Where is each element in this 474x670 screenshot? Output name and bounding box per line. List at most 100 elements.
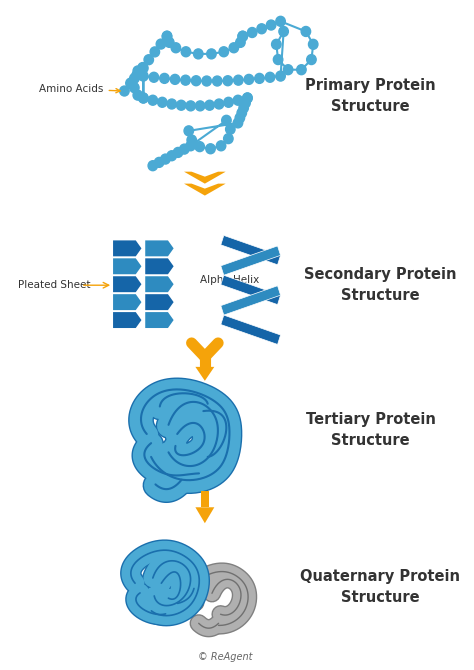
Circle shape: [126, 78, 135, 88]
Circle shape: [144, 55, 154, 65]
Circle shape: [237, 108, 246, 118]
Circle shape: [241, 98, 250, 108]
Polygon shape: [221, 315, 281, 344]
Circle shape: [173, 147, 183, 157]
Circle shape: [205, 100, 214, 110]
Circle shape: [171, 43, 181, 53]
Polygon shape: [113, 294, 141, 310]
Circle shape: [276, 16, 285, 26]
Polygon shape: [113, 241, 141, 257]
Circle shape: [184, 126, 193, 136]
Circle shape: [167, 151, 176, 161]
FancyBboxPatch shape: [201, 491, 209, 507]
Text: Alpha Helix: Alpha Helix: [200, 275, 259, 285]
Circle shape: [224, 97, 233, 107]
Circle shape: [223, 76, 233, 86]
Circle shape: [279, 27, 288, 36]
Polygon shape: [221, 246, 281, 275]
Circle shape: [138, 93, 148, 103]
Circle shape: [138, 62, 147, 72]
Polygon shape: [113, 259, 141, 274]
Circle shape: [195, 141, 204, 151]
Circle shape: [181, 47, 191, 57]
Circle shape: [238, 31, 247, 42]
Circle shape: [229, 43, 238, 53]
Circle shape: [226, 124, 235, 134]
Circle shape: [162, 31, 172, 42]
Circle shape: [247, 27, 257, 38]
Circle shape: [148, 161, 157, 171]
Circle shape: [235, 113, 245, 123]
Polygon shape: [113, 276, 141, 292]
Circle shape: [239, 103, 248, 113]
Text: Primary Protein
Structure: Primary Protein Structure: [305, 78, 436, 114]
Circle shape: [233, 95, 243, 105]
Text: © ReAgent: © ReAgent: [199, 652, 253, 662]
Polygon shape: [145, 294, 173, 310]
Circle shape: [214, 99, 224, 109]
Circle shape: [161, 154, 170, 164]
Text: Amino Acids: Amino Acids: [39, 84, 120, 94]
Circle shape: [207, 49, 216, 59]
Circle shape: [309, 40, 318, 50]
Circle shape: [236, 38, 245, 48]
Circle shape: [167, 99, 176, 109]
Circle shape: [195, 101, 205, 111]
Polygon shape: [113, 312, 141, 328]
Circle shape: [283, 65, 293, 74]
Circle shape: [181, 75, 190, 85]
Circle shape: [276, 71, 285, 81]
Circle shape: [186, 101, 195, 111]
Circle shape: [162, 31, 172, 42]
Circle shape: [255, 74, 264, 83]
Circle shape: [180, 144, 189, 154]
Circle shape: [138, 71, 148, 81]
Circle shape: [138, 93, 148, 103]
Circle shape: [243, 93, 252, 103]
Circle shape: [219, 47, 228, 57]
Circle shape: [212, 76, 222, 86]
Circle shape: [156, 39, 165, 49]
Polygon shape: [145, 241, 173, 257]
Circle shape: [164, 38, 174, 48]
Circle shape: [272, 40, 281, 50]
Text: Tertiary Protein
Structure: Tertiary Protein Structure: [306, 411, 436, 448]
Circle shape: [257, 24, 266, 34]
Circle shape: [148, 95, 157, 105]
Circle shape: [265, 72, 275, 82]
Circle shape: [160, 74, 169, 83]
Circle shape: [170, 74, 180, 84]
Circle shape: [273, 54, 283, 64]
Circle shape: [186, 141, 195, 151]
Circle shape: [133, 66, 143, 76]
Circle shape: [132, 70, 141, 80]
Polygon shape: [195, 507, 214, 523]
Circle shape: [216, 141, 226, 151]
Circle shape: [243, 93, 252, 103]
Circle shape: [206, 144, 215, 153]
Circle shape: [119, 86, 129, 96]
Circle shape: [238, 31, 247, 42]
Text: Pleated Sheet: Pleated Sheet: [18, 280, 91, 290]
Text: Quaternary Protein
Structure: Quaternary Protein Structure: [300, 569, 460, 605]
Circle shape: [301, 27, 310, 36]
Circle shape: [222, 115, 231, 125]
Polygon shape: [221, 235, 281, 265]
Circle shape: [149, 72, 159, 82]
Circle shape: [176, 100, 186, 110]
Circle shape: [133, 90, 143, 100]
Polygon shape: [184, 172, 226, 184]
Circle shape: [266, 20, 276, 30]
Circle shape: [155, 157, 164, 168]
Circle shape: [202, 76, 211, 86]
Polygon shape: [221, 275, 281, 305]
Circle shape: [191, 76, 201, 86]
Circle shape: [297, 65, 306, 74]
Polygon shape: [221, 285, 281, 315]
Circle shape: [129, 82, 139, 92]
Polygon shape: [145, 259, 173, 274]
Circle shape: [129, 74, 139, 83]
Circle shape: [157, 97, 167, 107]
Circle shape: [138, 63, 148, 73]
Circle shape: [307, 54, 316, 64]
